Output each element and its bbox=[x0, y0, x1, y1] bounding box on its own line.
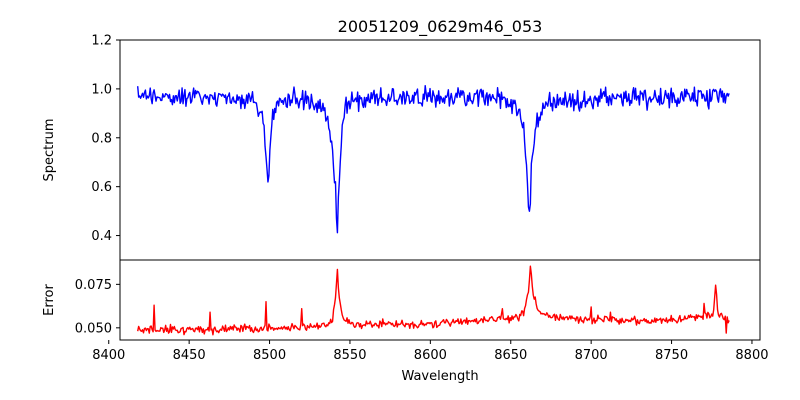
error-y-ticks: 0.050 0.075 bbox=[75, 278, 120, 336]
spectrum-panel: 0.4 0.6 0.8 1.0 1.2 Spectrum bbox=[42, 34, 761, 261]
error-line bbox=[137, 265, 730, 336]
x-tick-label: 8700 bbox=[575, 348, 608, 363]
x-tick-label: 8400 bbox=[92, 348, 125, 363]
error-y-axis-label: Error bbox=[42, 284, 57, 316]
error-plot-frame bbox=[120, 260, 760, 340]
spectrum-y-tick-label: 0.8 bbox=[91, 131, 112, 146]
spectrum-y-tick-label: 1.2 bbox=[91, 34, 112, 49]
x-tick-label: 8650 bbox=[494, 348, 527, 363]
spectrum-y-tick-label: 1.0 bbox=[91, 82, 112, 97]
spectrum-y-tick-label: 0.4 bbox=[91, 229, 112, 244]
chart-title: 20051209_0629m46_053 bbox=[338, 17, 543, 37]
spectrum-plot-frame bbox=[120, 40, 760, 260]
x-tick-label: 8600 bbox=[414, 348, 447, 363]
x-tick-label: 8450 bbox=[173, 348, 206, 363]
spectrum-line bbox=[136, 85, 730, 234]
error-y-tick-label: 0.075 bbox=[75, 278, 112, 293]
error-series bbox=[137, 265, 730, 336]
error-y-tick-label: 0.050 bbox=[75, 321, 112, 336]
spectrum-y-tick-label: 0.6 bbox=[91, 180, 112, 195]
x-tick-label: 8800 bbox=[735, 348, 768, 363]
spectrum-y-ticks: 0.4 0.6 0.8 1.0 1.2 bbox=[91, 34, 120, 244]
spectrum-y-axis-label: Spectrum bbox=[42, 119, 57, 182]
x-ticks: 8400 8450 8500 8550 8600 8650 8700 8750 8800 bbox=[92, 340, 769, 363]
spectrum-series bbox=[136, 85, 730, 234]
x-axis-label: Wavelength bbox=[401, 369, 478, 384]
x-tick-label: 8500 bbox=[253, 348, 286, 363]
error-axes-border bbox=[119, 259, 761, 341]
x-tick-label: 8750 bbox=[655, 348, 688, 363]
x-tick-label: 8550 bbox=[333, 348, 366, 363]
